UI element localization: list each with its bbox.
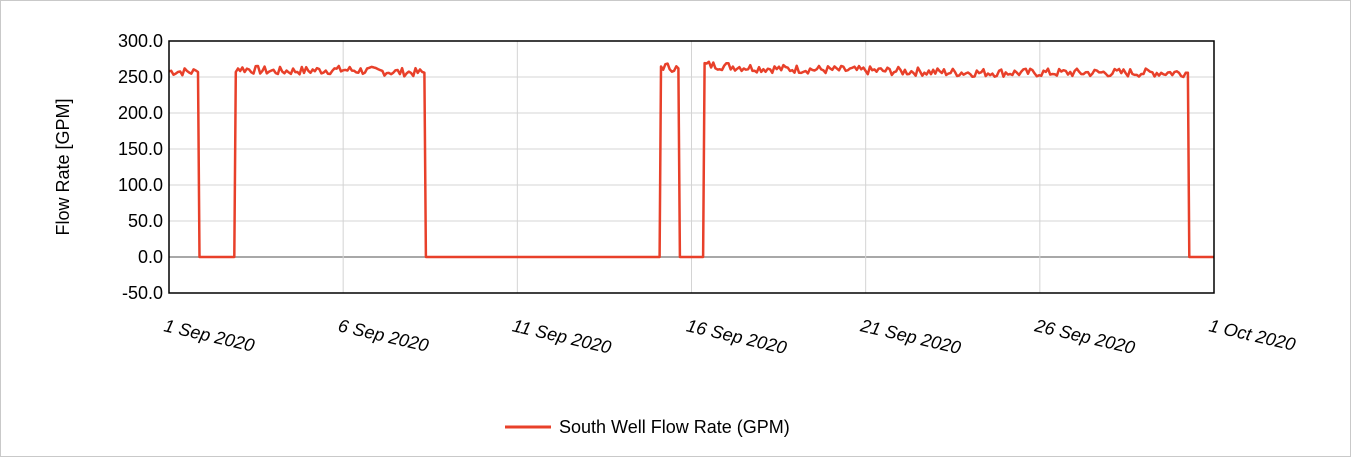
- x-tick-label: 1 Sep 2020: [162, 315, 256, 355]
- x-tick-label: 21 Sep 2020: [858, 315, 963, 358]
- grid-lines: [168, 40, 1215, 294]
- y-tick-label: 100.0: [118, 175, 163, 195]
- y-tick-label: 150.0: [118, 139, 163, 159]
- series-line-south-well-flow-rate: [168, 60, 1214, 259]
- x-tick-label: 1 Oct 2020: [1207, 315, 1297, 354]
- y-tick-label: 250.0: [118, 67, 163, 87]
- y-tick-label: 300.0: [118, 31, 163, 51]
- y-tick-label: 50.0: [128, 211, 163, 231]
- y-tick-label: -50.0: [122, 283, 163, 303]
- x-tick-label: 11 Sep 2020: [510, 315, 613, 357]
- x-tick-labels: 1 Sep 2020 6 Sep 2020 11 Sep 2020 16 Sep 20…: [162, 315, 1297, 358]
- plot-area-border: [168, 40, 1215, 294]
- x-tick-label: 26 Sep 2020: [1032, 315, 1137, 358]
- y-tick-label: 200.0: [118, 103, 163, 123]
- series-layer: [168, 60, 1214, 259]
- y-axis-title: Flow Rate [GPM]: [53, 98, 73, 235]
- legend: South Well Flow Rate (GPM): [505, 417, 790, 437]
- legend-label: South Well Flow Rate (GPM): [559, 417, 790, 437]
- x-tick-label: 6 Sep 2020: [336, 315, 430, 355]
- y-tick-label: 0.0: [138, 247, 163, 267]
- y-tick-labels: 300.0 250.0 200.0 150.0 100.0 50.0 0.0 -50.0: [118, 31, 163, 303]
- x-tick-label: 16 Sep 2020: [685, 315, 789, 357]
